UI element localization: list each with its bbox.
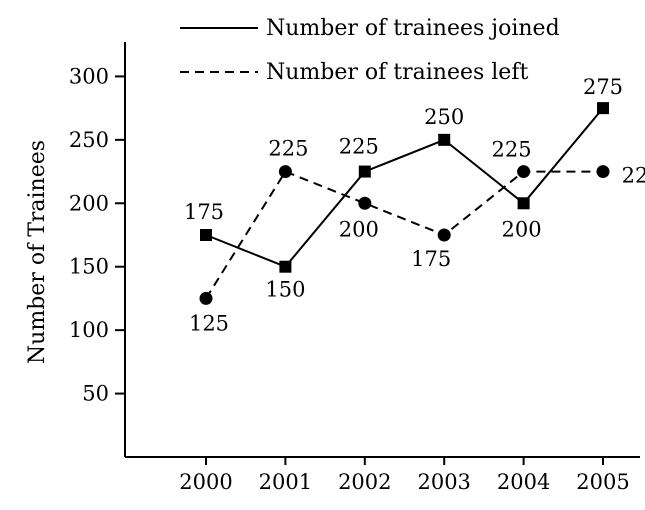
data-label: 275 — [583, 75, 623, 99]
data-point-circle — [358, 196, 372, 210]
data-label: 225 — [492, 138, 532, 162]
y-tick-label: 200 — [69, 191, 109, 215]
data-point-circle — [278, 165, 292, 179]
data-point-square — [279, 260, 292, 273]
data-point-square — [358, 165, 371, 178]
data-label: 175 — [184, 200, 224, 224]
data-label: 175 — [411, 247, 451, 271]
data-label: 225 — [268, 137, 308, 161]
y-tick-label: 50 — [82, 382, 109, 406]
y-tick-label: 150 — [69, 255, 109, 279]
series-left: 125 225 200 175 225 22 — [189, 137, 645, 336]
data-point-square — [438, 133, 451, 146]
data-label: 125 — [189, 311, 229, 335]
legend: Number of trainees joined Number of train… — [180, 16, 560, 85]
x-tick-label: 2003 — [417, 470, 470, 494]
data-label: 200 — [339, 217, 379, 241]
data-label: 150 — [265, 278, 305, 302]
y-tick-label: 250 — [69, 128, 109, 152]
data-point-square — [597, 102, 609, 115]
y-tick-label: 100 — [69, 318, 109, 342]
x-tick-label: 2005 — [576, 470, 629, 494]
data-point-circle — [596, 165, 610, 179]
data-label: 250 — [424, 105, 464, 129]
series-layer: 175 150 225 250 200 275 125 225 200 175 225 22 — [184, 75, 645, 335]
series-line — [205, 107, 604, 268]
x-tick-label: 2002 — [338, 470, 391, 494]
x-tick-label: 2000 — [179, 470, 232, 494]
data-label: 225 — [339, 135, 379, 159]
series-line — [205, 170, 603, 299]
data-point-circle — [437, 228, 451, 242]
series-joined: 175 150 225 250 200 275 — [184, 75, 623, 302]
y-axis-label: Number of Trainees — [25, 140, 50, 364]
x-tick-label: 2004 — [497, 470, 550, 494]
data-point-circle — [517, 165, 531, 179]
axes: 50 100 150 200 250 300 2000 2001 2002 2003 2004 200… — [69, 42, 640, 494]
data-label: 200 — [502, 217, 542, 241]
y-tick-label: 300 — [69, 64, 109, 88]
data-label: 22 — [622, 164, 645, 188]
data-point-square — [200, 228, 212, 241]
legend-entry: Number of trainees left — [266, 60, 528, 85]
x-tick-label: 2001 — [259, 470, 312, 494]
data-point-square — [517, 197, 530, 210]
legend-entry: Number of trainees joined — [266, 16, 560, 41]
data-point-circle — [199, 291, 213, 305]
